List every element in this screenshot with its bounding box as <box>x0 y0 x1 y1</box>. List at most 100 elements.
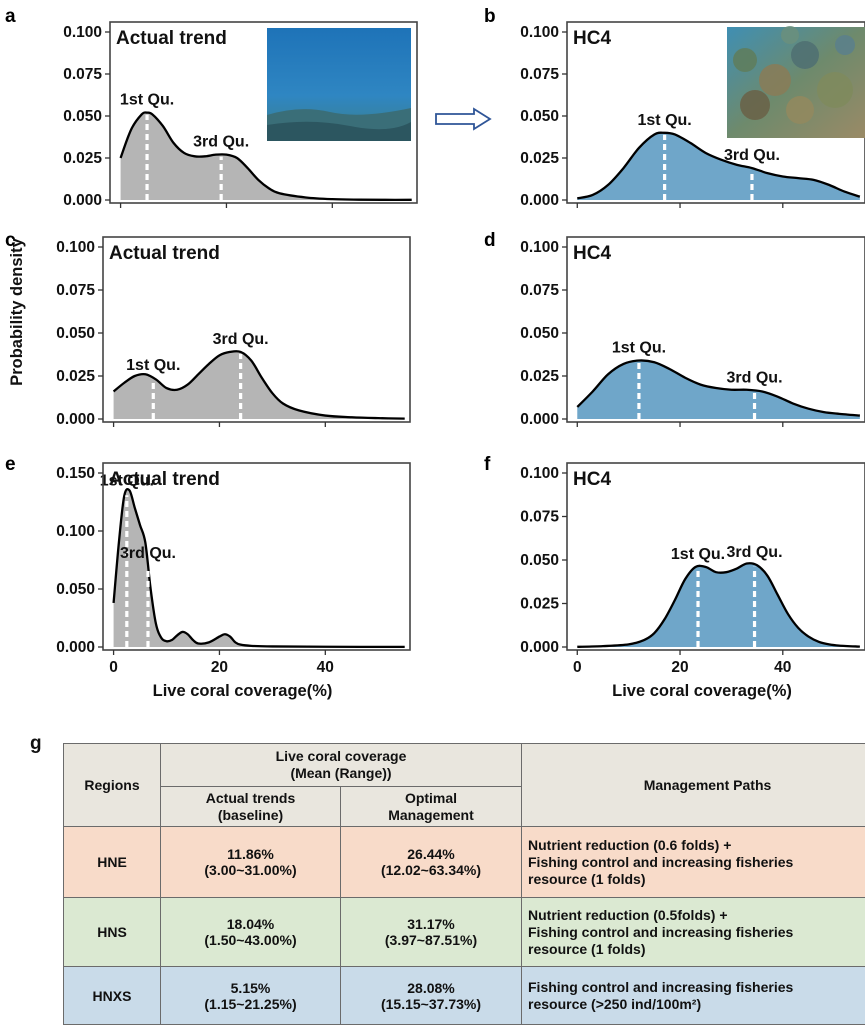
q3-label: 3rd Qu. <box>724 147 780 164</box>
header-coverage: Live coral coverage (Mean (Range)) <box>160 743 522 787</box>
actual-cell: 5.15% (1.15~21.25%) <box>160 966 341 1025</box>
actual-cell: 18.04% (1.50~43.00%) <box>160 897 341 967</box>
y-tick-label: 0.100 <box>520 465 559 482</box>
x-tick-label: 40 <box>774 659 791 676</box>
x-tick-label: 20 <box>671 659 688 676</box>
panel-frame <box>102 462 411 651</box>
actual-cell: 11.86% (3.00~31.00%) <box>160 826 341 898</box>
path-cell: Nutrient reduction (0.5folds) + Fishing … <box>521 897 865 967</box>
q3-label: 3rd Qu. <box>193 134 249 151</box>
density-curve <box>112 487 405 649</box>
q3-label: 3rd Qu. <box>727 370 783 387</box>
y-tick-label: 0.075 <box>63 66 102 83</box>
panel-label-d: d <box>484 230 496 251</box>
y-tick-label: 0.025 <box>520 596 559 613</box>
table-row: HNS 18.04% (1.50~43.00%) 31.17% (3.97~87… <box>63 897 865 967</box>
y-tick-label: 0.050 <box>63 108 102 125</box>
x-axis-label: Live coral coverage(%) <box>612 682 792 700</box>
y-tick-label: 0.050 <box>520 108 559 125</box>
y-tick-label: 0.025 <box>520 368 559 385</box>
panel-frame <box>566 21 865 204</box>
region-cell: HNE <box>63 826 161 898</box>
density-curve <box>576 359 860 417</box>
panel-label-g: g <box>30 733 42 754</box>
y-tick-label: 0.000 <box>520 411 559 428</box>
panel-b: b 1st Qu. 3rd Qu. 0.000 0.025 0.050 0.075 0.100… <box>484 6 865 209</box>
path-cell: Nutrient reduction (0.6 folds) + Fishing… <box>521 826 865 898</box>
region-cell: HNXS <box>63 966 161 1025</box>
y-tick-label: 0.025 <box>56 368 95 385</box>
y-tick-label: 0.100 <box>520 24 559 41</box>
q1-label: 1st Qu. <box>638 112 692 129</box>
panel-title: Actual trend <box>109 243 220 264</box>
density-area <box>113 489 405 647</box>
y-tick-label: 0.000 <box>56 411 95 428</box>
density-area <box>120 112 412 200</box>
y-tick-label: 0.000 <box>56 639 95 656</box>
density-area <box>577 360 860 419</box>
q3-label: 3rd Qu. <box>120 545 176 562</box>
management-table: Regions Live coral coverage (Mean (Range… <box>63 743 865 1025</box>
y-tick-label: 0.050 <box>56 325 95 342</box>
y-tick-label: 0.150 <box>56 465 95 482</box>
region-cell: HNS <box>63 897 161 967</box>
density-curve <box>119 111 412 201</box>
y-tick-label: 0.100 <box>63 24 102 41</box>
x-axis-label: Live coral coverage(%) <box>153 682 333 700</box>
panel-a: a 1st Qu. 3rd Qu. 0.000 0.025 0.050 0.075 0.100… <box>5 6 418 209</box>
panel-title: HC4 <box>573 469 611 490</box>
panel-f: f 1st Qu. 3rd Qu. 0.000 0.025 0.050 0.075 0.100… <box>484 454 865 700</box>
header-management-paths: Management Paths <box>521 743 865 827</box>
density-curve <box>577 131 861 200</box>
density-area <box>113 351 405 419</box>
open-water-reef-photo <box>267 28 411 141</box>
y-tick-label: 0.025 <box>63 150 102 167</box>
q1-label: 1st Qu. <box>120 92 174 109</box>
y-tick-label: 0.075 <box>520 509 559 526</box>
panel-label-c: c <box>5 230 16 251</box>
panel-frame <box>102 236 411 423</box>
y-tick-label: 0.100 <box>56 523 95 540</box>
density-curve <box>577 562 860 648</box>
header-actual-trends: Actual trends (baseline) <box>160 786 341 827</box>
y-tick-label: 0.100 <box>56 239 95 256</box>
x-tick-label: 0 <box>573 659 582 676</box>
y-tick-label: 0.050 <box>520 325 559 342</box>
density-area <box>577 132 860 200</box>
q1-label: 1st Qu. <box>671 546 725 563</box>
x-tick-label: 0 <box>109 659 118 676</box>
panel-frame <box>566 462 865 651</box>
panel-label-a: a <box>5 6 16 27</box>
y-tick-label: 0.000 <box>520 639 559 656</box>
y-tick-label: 0.050 <box>56 581 95 598</box>
y-tick-label: 0.050 <box>520 552 559 569</box>
panel-title: Actual trend <box>109 469 220 490</box>
y-axis-label: Probability density <box>8 237 26 385</box>
density-curve <box>112 349 405 420</box>
y-tick-label: 0.075 <box>520 282 559 299</box>
panel-title: HC4 <box>573 243 611 264</box>
x-tick-label: 20 <box>211 659 228 676</box>
header-optimal-management: Optimal Management <box>340 786 522 827</box>
q1-label: 1st Qu. <box>612 340 666 357</box>
panel-e: e 1st Qu. 3rd Qu. 0.000 0.050 0.100 0.150 0 20 40… <box>5 454 411 700</box>
optimal-cell: 31.17% (3.97~87.51%) <box>340 897 522 967</box>
arrow-right-icon <box>435 107 492 131</box>
optimal-cell: 28.08% (15.15~37.73%) <box>340 966 522 1025</box>
q3-label: 3rd Qu. <box>213 331 269 348</box>
y-tick-label: 0.000 <box>63 192 102 209</box>
panel-label-f: f <box>484 454 491 475</box>
header-regions: Regions <box>63 743 161 827</box>
q3-label: 3rd Qu. <box>727 544 783 561</box>
y-tick-label: 0.075 <box>520 66 559 83</box>
panel-label-b: b <box>484 6 496 27</box>
panel-d: d 1st Qu. 3rd Qu. 0.000 0.025 0.050 0.075 0.100… <box>484 230 865 428</box>
panel-title: Actual trend <box>116 28 227 49</box>
q1-label: 1st Qu. <box>126 357 180 374</box>
coral-reef-photo <box>727 26 865 138</box>
y-tick-label: 0.000 <box>520 192 559 209</box>
table-row: HNXS 5.15% (1.15~21.25%) 28.08% (15.15~3… <box>63 966 865 1025</box>
x-tick-label: 40 <box>317 659 334 676</box>
table-row: HNE 11.86% (3.00~31.00%) 26.44% (12.02~6… <box>63 826 865 898</box>
